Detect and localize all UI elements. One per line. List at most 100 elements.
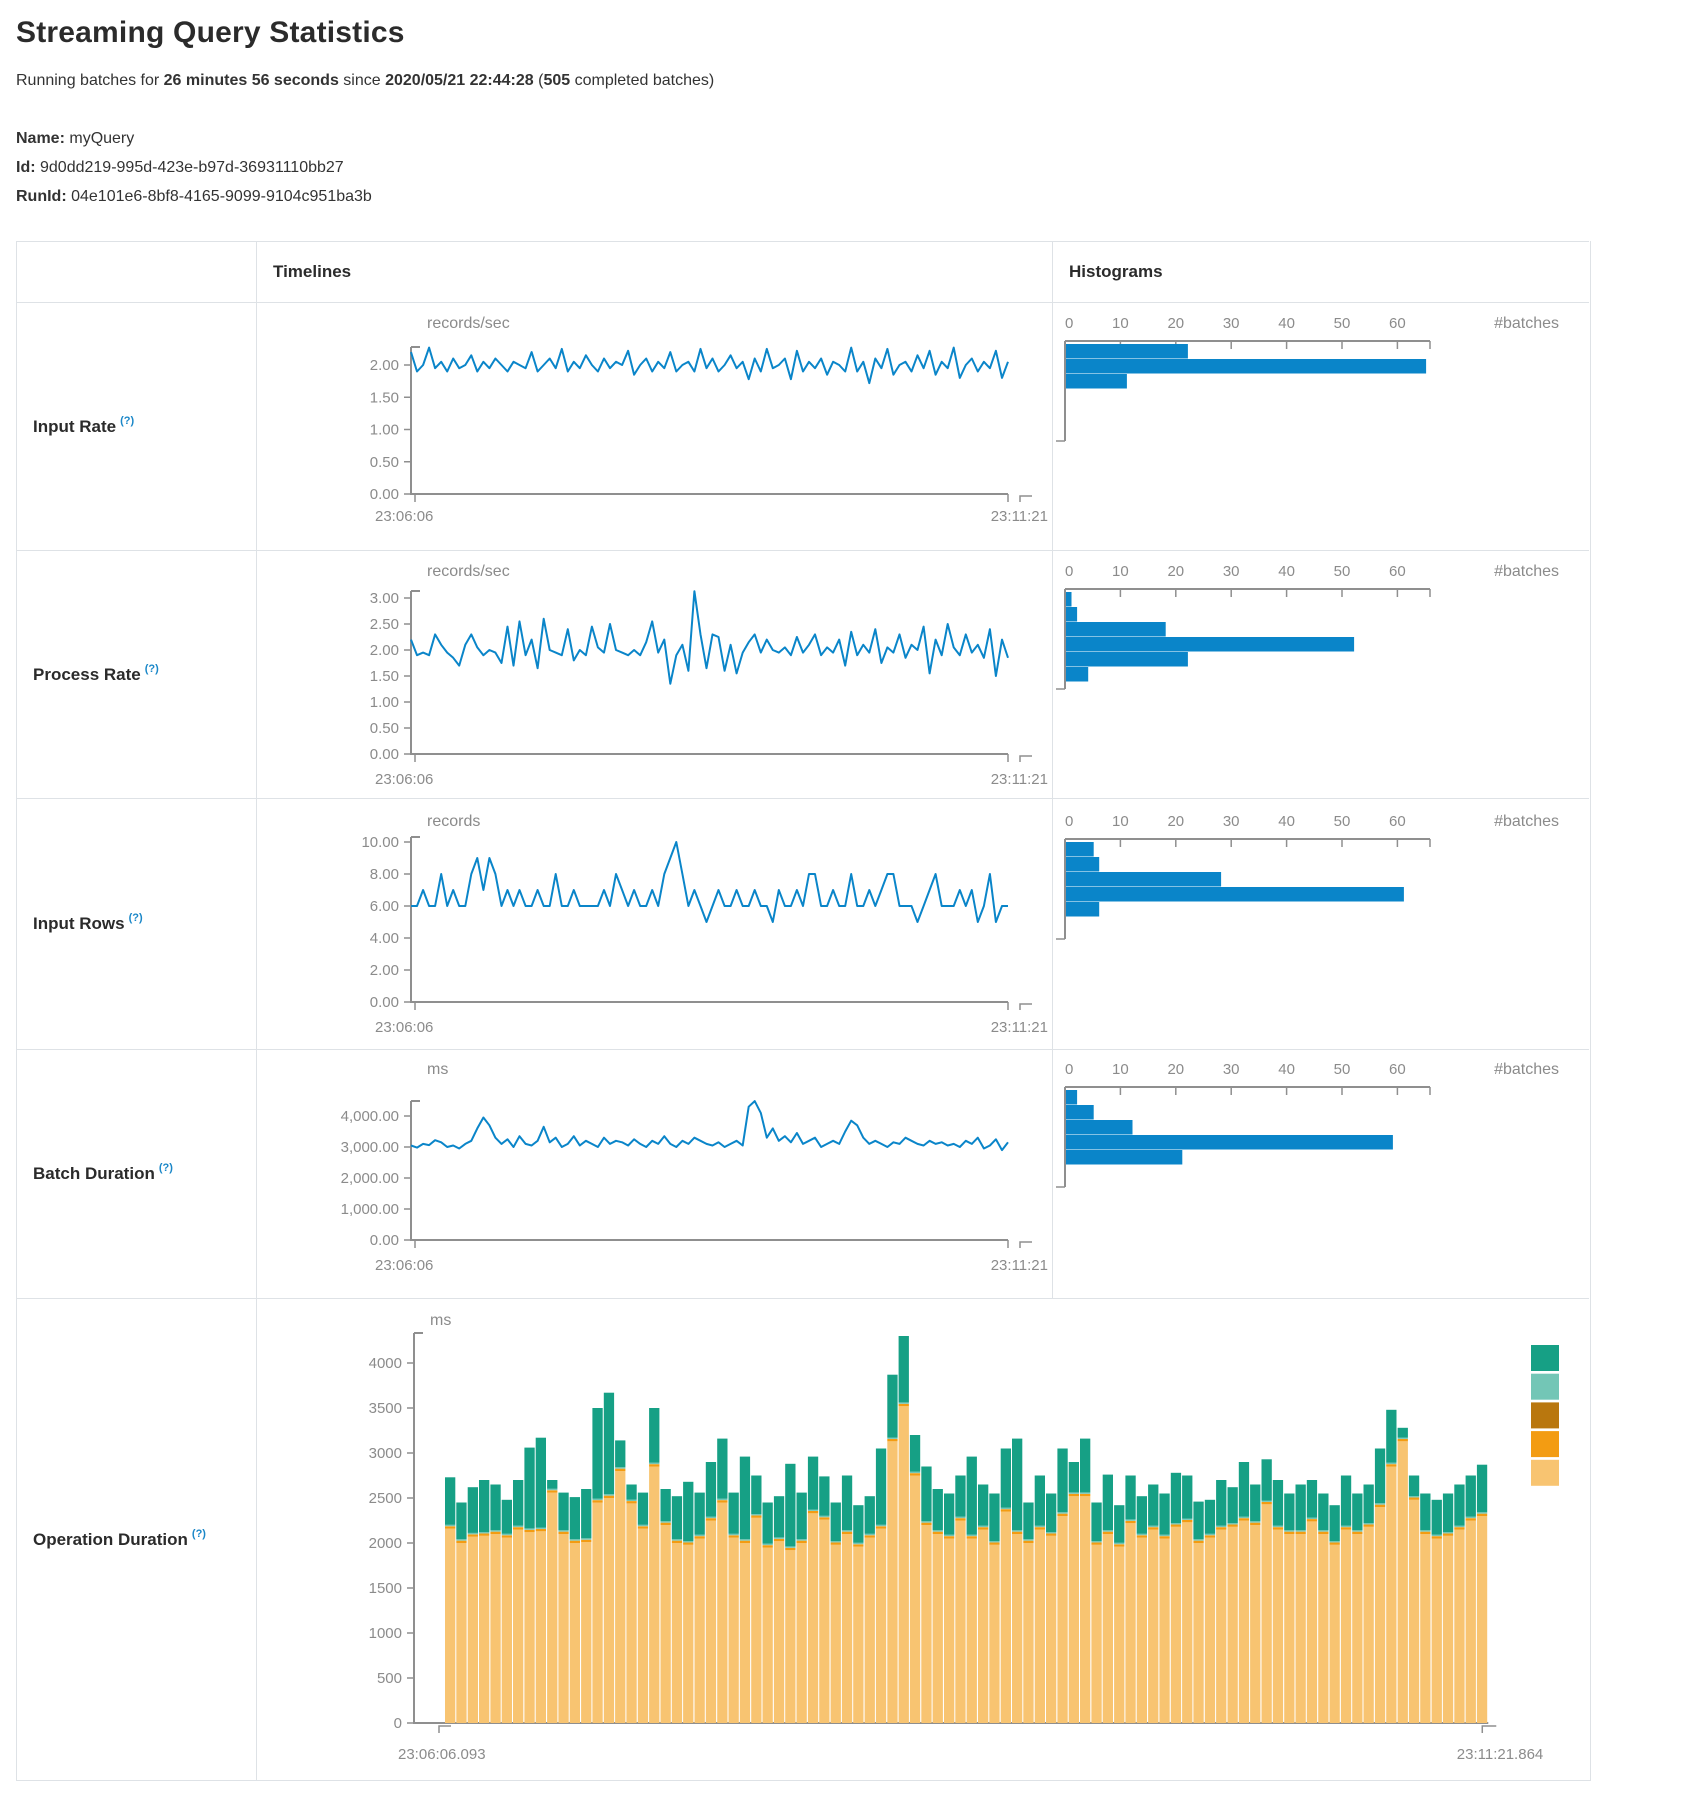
query-id-value: 9d0dd219-995d-423e-b97d-36931110bb27 [40,159,344,176]
svg-text:2000: 2000 [369,1535,402,1552]
svg-text:2,000.00: 2,000.00 [341,1170,399,1187]
running-suffix: completed batches) [570,72,715,89]
svg-text:20: 20 [1167,1061,1184,1078]
svg-text:30: 30 [1223,563,1240,580]
svg-text:ms: ms [430,1312,451,1329]
running-duration: 26 minutes 56 seconds [163,72,339,89]
input-rate-timeline-cell: records/sec 2.00 1.50 1.00 0.50 0.00 23:06:06 2… [256,302,1052,550]
batch-duration-timeline-cell: ms 4,000.00 3,000.00 2,000.00 1,000.00 0.00 23… [256,1049,1052,1298]
svg-text:1500: 1500 [369,1580,402,1597]
input-rows-help-icon[interactable]: (?) [128,912,143,924]
input-rate-label: Input Rate [33,416,117,436]
svg-text:23:11:21: 23:11:21 [991,1257,1048,1274]
statistics-table: Timelines Histograms Input Rate (?) recor… [16,241,1591,1781]
batch-duration-help-icon[interactable]: (?) [158,1162,173,1174]
svg-text:30: 30 [1223,1061,1240,1078]
svg-text:30: 30 [1223,813,1240,830]
column-header-histograms: Histograms [1052,241,1589,302]
svg-text:40: 40 [1278,315,1295,332]
svg-text:20: 20 [1167,813,1184,830]
operation-duration-label: Operation Duration [33,1529,188,1549]
input-rows-timeline-chart: records 10.00 8.00 6.00 4.00 2.00 0.00 23:06:06… [361,813,1048,1036]
query-id-label: Id: [16,159,36,176]
batch-duration-histogram-cell: 0 10 20 30 40 50 60 #batches [1052,1049,1589,1298]
input-rate-histogram-chart: 0 10 20 30 40 50 60 #batches [1056,315,1559,442]
svg-text:#batches: #batches [1494,563,1559,580]
svg-text:40: 40 [1278,563,1295,580]
svg-text:1.00: 1.00 [370,694,399,711]
svg-text:0.00: 0.00 [370,1232,399,1249]
query-runid-label: RunId: [16,188,67,205]
svg-text:23:06:06: 23:06:06 [375,1257,433,1274]
input-rows-histogram-chart: 0 10 20 30 40 50 60 #batches [1056,813,1559,940]
query-name-line: Name: myQuery [16,124,1591,153]
svg-text:6.00: 6.00 [370,898,399,915]
running-start-time: 2020/05/21 22:44:28 [385,72,534,89]
svg-text:23:11:21: 23:11:21 [991,1019,1048,1036]
svg-text:#batches: #batches [1494,1061,1559,1078]
svg-text:1000: 1000 [369,1625,402,1642]
svg-text:50: 50 [1334,1061,1351,1078]
svg-text:1.00: 1.00 [370,422,399,439]
process-rate-timeline-cell: records/sec 3.00 2.50 2.00 1.50 1.00 0.50 0.00 2… [256,550,1052,798]
process-rate-help-icon[interactable]: (?) [144,662,159,675]
svg-text:23:06:06: 23:06:06 [375,771,433,788]
input-rows-timeline-cell: records 10.00 8.00 6.00 4.00 2.00 0.00 23:06:06… [256,798,1052,1049]
query-runid-line: RunId: 04e101e6-8bf8-4165-9099-9104c951b… [16,182,1591,211]
svg-text:40: 40 [1278,1061,1295,1078]
row-label-input-rows: Input Rows (?) [16,798,256,1049]
header-empty-cell [16,241,256,302]
svg-text:40: 40 [1278,813,1295,830]
svg-text:0: 0 [1065,315,1073,332]
query-meta: Name: myQuery Id: 9d0dd219-995d-423e-b97… [16,124,1591,211]
streaming-query-statistics-page: Streaming Query Statistics Running batch… [16,0,1591,1781]
svg-text:23:06:06.093: 23:06:06.093 [398,1746,486,1763]
svg-text:2.00: 2.00 [370,962,399,979]
running-prefix: Running batches for [16,72,164,89]
svg-text:records/sec: records/sec [427,563,510,580]
svg-text:0: 0 [394,1715,402,1732]
svg-text:0: 0 [1065,813,1073,830]
svg-text:23:06:06: 23:06:06 [375,508,433,525]
query-name-value: myQuery [69,130,135,147]
svg-text:10.00: 10.00 [361,834,399,851]
svg-text:4,000.00: 4,000.00 [341,1108,399,1125]
svg-text:30: 30 [1223,315,1240,332]
input-rate-histogram-cell: 0 10 20 30 40 50 60 #batches [1052,302,1589,550]
svg-text:3500: 3500 [369,1400,402,1417]
svg-text:10: 10 [1112,1061,1129,1078]
svg-text:2.00: 2.00 [370,642,399,659]
svg-text:2500: 2500 [369,1490,402,1507]
svg-text:records: records [427,813,480,830]
svg-text:10: 10 [1112,315,1129,332]
svg-text:60: 60 [1389,813,1406,830]
row-label-input-rate: Input Rate (?) [16,302,256,550]
operation-duration-stacked-chart: ms 4000 3500 3000 2500 2000 1500 1000 500 0 23:06:… [369,1312,1559,1763]
svg-text:50: 50 [1334,563,1351,580]
svg-text:23:11:21.864: 23:11:21.864 [1457,1746,1543,1763]
svg-text:60: 60 [1389,563,1406,580]
batch-duration-timeline-chart: ms 4,000.00 3,000.00 2,000.00 1,000.00 0.00 23… [341,1061,1048,1274]
svg-text:60: 60 [1389,1061,1406,1078]
page-title: Streaming Query Statistics [16,16,405,49]
process-rate-label: Process Rate [33,664,141,684]
svg-text:2.00: 2.00 [370,357,399,374]
input-rows-histogram-cell: 0 10 20 30 40 50 60 #batches [1052,798,1589,1049]
svg-text:4.00: 4.00 [370,930,399,947]
legend-swatch [1531,1402,1559,1429]
column-header-timelines: Timelines [256,241,1052,302]
input-rate-help-icon[interactable]: (?) [120,414,135,427]
svg-text:1,000.00: 1,000.00 [341,1201,399,1218]
input-rate-timeline-chart: records/sec 2.00 1.50 1.00 0.50 0.00 23:06:06 2… [370,315,1048,525]
svg-text:records/sec: records/sec [427,315,510,332]
svg-text:500: 500 [377,1670,402,1687]
svg-text:0.00: 0.00 [370,486,399,503]
svg-text:23:11:21: 23:11:21 [991,771,1048,788]
operation-duration-help-icon[interactable]: (?) [191,1527,206,1540]
legend-swatch [1531,1373,1559,1400]
completed-batches-count: 505 [543,72,571,89]
svg-text:0: 0 [1065,563,1073,580]
batch-duration-histogram-chart: 0 10 20 30 40 50 60 #batches [1056,1061,1559,1188]
svg-text:2.50: 2.50 [370,616,399,633]
svg-text:60: 60 [1389,315,1406,332]
